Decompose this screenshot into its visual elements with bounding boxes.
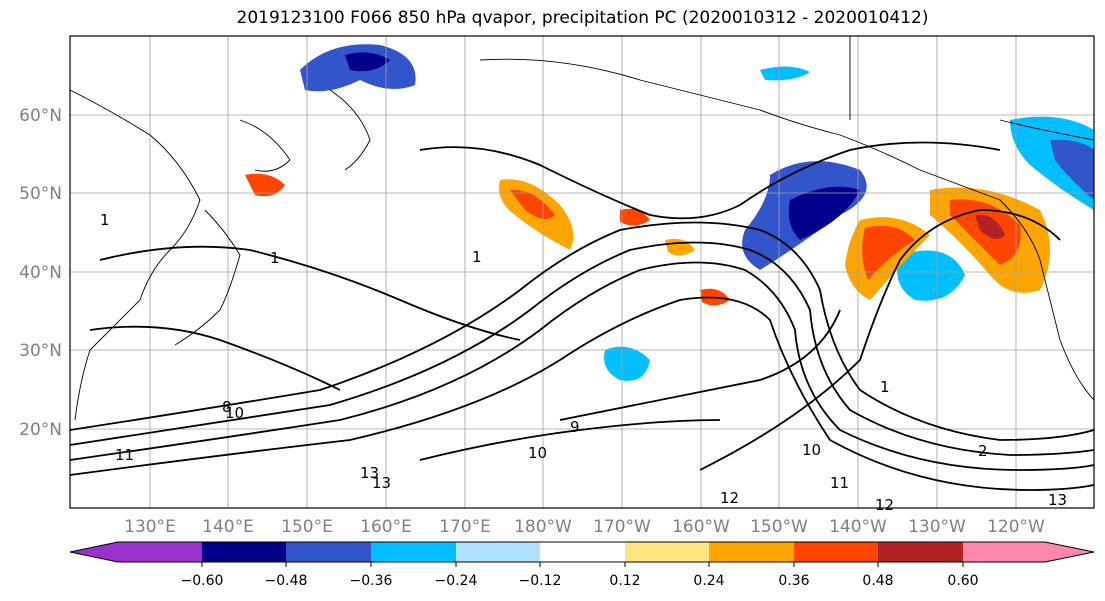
colorbar-segment [202,542,286,562]
contour-label: 12 [875,496,894,514]
colorbar-tick-label: 0.36 [778,573,809,589]
colorbar-segment [540,542,625,562]
colorbar-tick-label: −0.60 [181,573,224,589]
contour-label: 1 [880,378,890,396]
colorbar-segment [286,542,371,562]
lon-label: 140°E [202,517,254,537]
contour-label: 13 [372,474,391,492]
colorbar-segment [371,542,456,562]
negative-anomaly-alaska [760,66,810,81]
positive-anomaly-coast-max [975,214,1005,239]
colorbar-tick-label: −0.48 [265,573,308,589]
contour-label: 1 [472,248,482,266]
contour-label: 10 [528,444,547,462]
qvapor-contours [69,141,1095,491]
lat-label: 30°N [19,341,62,361]
colorbar: −0.60 −0.48 −0.36 −0.24 −0.12 0.12 0.24 … [69,541,1095,589]
positive-anomaly-frontal-core [510,189,555,219]
contour-label: 10 [802,441,821,459]
contour-label: 13 [360,464,379,482]
colorbar-segment [794,542,878,562]
contour-label: 12 [720,489,739,507]
lon-label: 180°W [514,517,572,537]
lon-label: 170°W [593,517,651,537]
colorbar-segment [625,542,709,562]
contour-label: 1 [100,211,110,229]
contour-label: 13 [1048,491,1067,509]
colorbar-tick-label: 0.48 [862,573,893,589]
longitude-labels: 130°E 140°E 150°E 160°E 170°E 180°W 170°… [124,517,1045,537]
lon-label: 120°W [987,517,1045,537]
positive-anomaly-gulf-arc-core [862,225,915,280]
colorbar-tick-label: −0.24 [435,573,478,589]
contour-label: 11 [830,474,849,492]
latitude-labels: 60°N 50°N 40°N 30°N 20°N [19,106,62,440]
lon-label: 170°E [439,517,491,537]
contour-label: 11 [115,446,134,464]
contour-label: 2 [978,442,988,460]
positive-anomaly-japan [245,173,285,197]
contour-label: 10 [225,404,244,422]
colorbar-segment [878,542,963,562]
map-title: 2019123100 F066 850 hPa qvapor, precipit… [236,8,929,28]
positive-anomaly-small-1 [620,208,650,226]
colorbar-extend-min [70,542,202,562]
colorbar-tick-label: −0.36 [350,573,393,589]
colorbar-tick-label: −0.12 [519,573,562,589]
lon-label: 160°W [672,517,730,537]
colorbar-segment [456,542,540,562]
colorbar-ticks [201,562,964,567]
contour-label: 8 [222,398,232,416]
coastlines [69,36,1095,421]
lon-label: 130°E [124,517,176,537]
lon-label: 150°E [281,517,333,537]
lon-label: 140°W [829,517,887,537]
colorbar-outline [69,541,1095,563]
lon-label: 160°E [360,517,412,537]
colorbar-segment [709,542,794,562]
lat-label: 60°N [19,106,62,126]
contour-label-group: 1 1 1 10 10 11 13 13 10 12 11 12 2 13 1 … [100,211,1067,514]
negative-anomaly-gulf-core [788,186,860,240]
contour-label: 1 [270,249,280,267]
map-frame [69,35,1095,509]
colorbar-tick-label: 0.24 [693,573,724,589]
negative-anomaly-canada [1010,116,1094,210]
lat-label: 20°N [19,420,62,440]
lat-label: 50°N [19,184,62,204]
lat-label: 40°N [19,263,62,283]
map-panel: 1 1 1 10 10 11 13 13 10 12 11 12 2 13 1 … [69,35,1095,514]
colorbar-tick-label: 0.60 [947,573,978,589]
colorbar-tick-label: 0.12 [609,573,640,589]
negative-anomaly-mid [604,346,650,381]
lon-label: 130°W [908,517,966,537]
colorbar-extend-max [963,542,1094,562]
precip-anomaly-shading [245,44,1094,381]
negative-anomaly-canada-core [1050,139,1094,200]
contour-label: 9 [570,418,580,436]
negative-anomaly-north-core [345,52,390,72]
colorbar-segments [70,542,1094,562]
negative-anomaly-east [897,250,965,301]
lon-label: 150°W [750,517,808,537]
